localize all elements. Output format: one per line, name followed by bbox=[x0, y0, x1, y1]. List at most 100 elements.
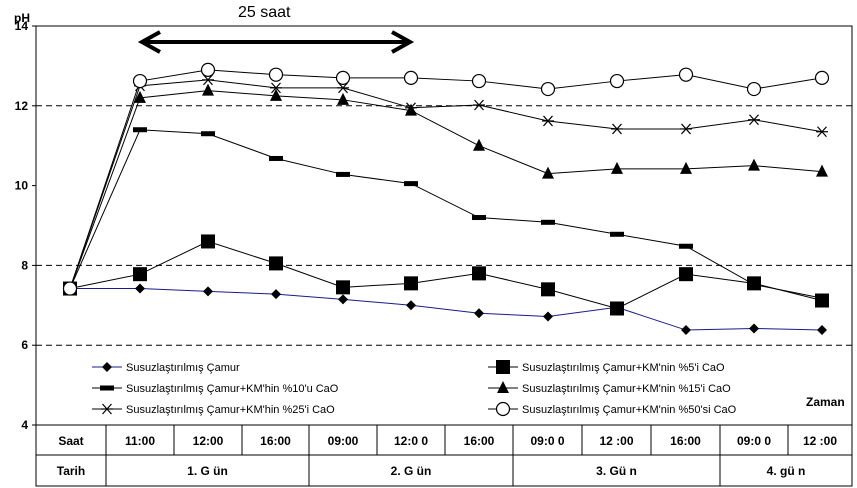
data-point bbox=[201, 131, 215, 137]
table-day-cell: 4. gü n bbox=[767, 464, 806, 478]
data-point bbox=[404, 181, 418, 187]
data-point bbox=[337, 82, 349, 94]
series-line bbox=[69, 90, 823, 289]
time-table: Saat Tarih 11:00 12:00 16:00 09:00 12:0 0 16:00… bbox=[35, 424, 853, 487]
data-point bbox=[747, 282, 761, 288]
data-point bbox=[472, 215, 486, 221]
legend-entry: Susuzlaştırılmış Çamur+KM'nin %50'si CaO bbox=[488, 401, 737, 417]
data-point bbox=[611, 123, 623, 135]
table-time-cell: 12 :00 bbox=[803, 434, 837, 448]
duration-arrow bbox=[137, 30, 415, 54]
series-line bbox=[69, 129, 823, 299]
data-point bbox=[202, 83, 214, 96]
y-axis-label: pH bbox=[14, 11, 30, 25]
data-point bbox=[680, 161, 692, 174]
table-time-cell: 12:0 0 bbox=[394, 434, 428, 448]
data-point bbox=[679, 267, 693, 282]
data-point bbox=[101, 403, 113, 415]
data-point bbox=[133, 127, 147, 133]
data-point bbox=[271, 289, 281, 300]
data-point bbox=[338, 294, 348, 305]
data-point bbox=[336, 280, 350, 295]
data-point bbox=[543, 311, 553, 322]
data-point bbox=[680, 123, 692, 135]
data-point bbox=[133, 267, 147, 282]
table-time-cell: 12 :00 bbox=[599, 434, 633, 448]
data-point bbox=[610, 301, 624, 316]
y-tick-labels: 4 6 8 10 12 14 bbox=[15, 19, 29, 432]
arrow-head-right bbox=[391, 30, 415, 54]
arrow-head-left bbox=[137, 30, 161, 54]
legend-entry: Susuzlaştırılmış Çamur bbox=[92, 362, 240, 374]
data-point bbox=[100, 385, 114, 391]
data-point bbox=[202, 74, 214, 86]
x-axis-label: Zaman bbox=[806, 395, 845, 409]
data-point bbox=[270, 82, 282, 94]
data-point bbox=[471, 73, 487, 89]
data-point bbox=[496, 360, 510, 374]
series-line bbox=[70, 288, 823, 331]
data-point bbox=[474, 308, 484, 319]
table-time-cell: 16:00 bbox=[464, 434, 495, 448]
y-tick-label: 10 bbox=[15, 179, 29, 193]
series-group bbox=[62, 62, 830, 336]
data-point bbox=[473, 99, 485, 111]
legend-entry: Susuzlaştırılmış Çamur+KM'nin %15'i CaO bbox=[488, 381, 731, 395]
y-tick-label: 8 bbox=[21, 258, 28, 272]
data-point bbox=[200, 62, 216, 77]
data-point bbox=[540, 81, 556, 97]
data-point bbox=[134, 90, 146, 103]
series-6 bbox=[62, 62, 830, 296]
legend-label: Susuzlaştırılmış Çamur+KM'hin %10'u CaO bbox=[126, 383, 339, 395]
series-3 bbox=[63, 127, 829, 301]
table-time-cell: 09:0 0 bbox=[530, 434, 564, 448]
data-point bbox=[816, 126, 828, 138]
data-point bbox=[270, 88, 282, 101]
data-point bbox=[404, 276, 418, 291]
gridlines bbox=[36, 105, 852, 346]
y-tick-label: 14 bbox=[15, 19, 29, 33]
series-line bbox=[69, 69, 823, 289]
data-point bbox=[268, 67, 284, 82]
data-point bbox=[132, 73, 148, 89]
table-time-cell: 16:00 bbox=[670, 434, 701, 448]
legend: Susuzlaştırılmış Çamur Susuzlaştırılmış Ç… bbox=[92, 360, 737, 417]
series-2 bbox=[63, 234, 829, 316]
data-point bbox=[611, 161, 623, 174]
legend-label: Susuzlaştırılmış Çamur+KM'nin %50'si CaO bbox=[522, 404, 737, 416]
data-point bbox=[748, 158, 760, 171]
data-point bbox=[269, 256, 283, 271]
series-5 bbox=[64, 74, 828, 294]
data-point bbox=[749, 323, 759, 334]
data-point bbox=[609, 73, 625, 89]
data-point bbox=[135, 283, 145, 294]
legend-entry: Susuzlaştırılmış Çamur+KM'hin %10'u CaO bbox=[92, 383, 339, 395]
data-point bbox=[495, 401, 511, 417]
table-row-label: Saat bbox=[58, 434, 83, 448]
table-time-cell: 12:00 bbox=[193, 434, 224, 448]
series-line bbox=[69, 79, 823, 289]
data-point bbox=[201, 234, 215, 249]
table-day-cell: 2. G ün bbox=[391, 464, 432, 478]
table-time-cell: 09:0 0 bbox=[737, 434, 771, 448]
legend-label: Susuzlaştırılmış Çamur+KM'nin %5'i CaO bbox=[522, 362, 725, 374]
data-point bbox=[679, 243, 693, 249]
data-point bbox=[748, 114, 760, 126]
table-row-label: Tarih bbox=[57, 464, 85, 478]
series-line bbox=[69, 240, 823, 310]
data-point bbox=[542, 166, 554, 179]
data-point bbox=[814, 70, 830, 85]
y-tick-label: 6 bbox=[21, 338, 28, 352]
data-point bbox=[335, 70, 351, 85]
data-point bbox=[406, 300, 416, 311]
data-point bbox=[472, 266, 486, 281]
data-point bbox=[62, 281, 78, 296]
series-1 bbox=[65, 283, 827, 336]
y-tick-label: 4 bbox=[21, 418, 28, 432]
data-point bbox=[610, 231, 624, 237]
data-point bbox=[817, 325, 827, 336]
legend-entry: Susuzlaştırılmış Çamur+KM'nin %5'i CaO bbox=[488, 360, 725, 374]
data-point bbox=[102, 362, 112, 372]
data-point bbox=[473, 138, 485, 151]
